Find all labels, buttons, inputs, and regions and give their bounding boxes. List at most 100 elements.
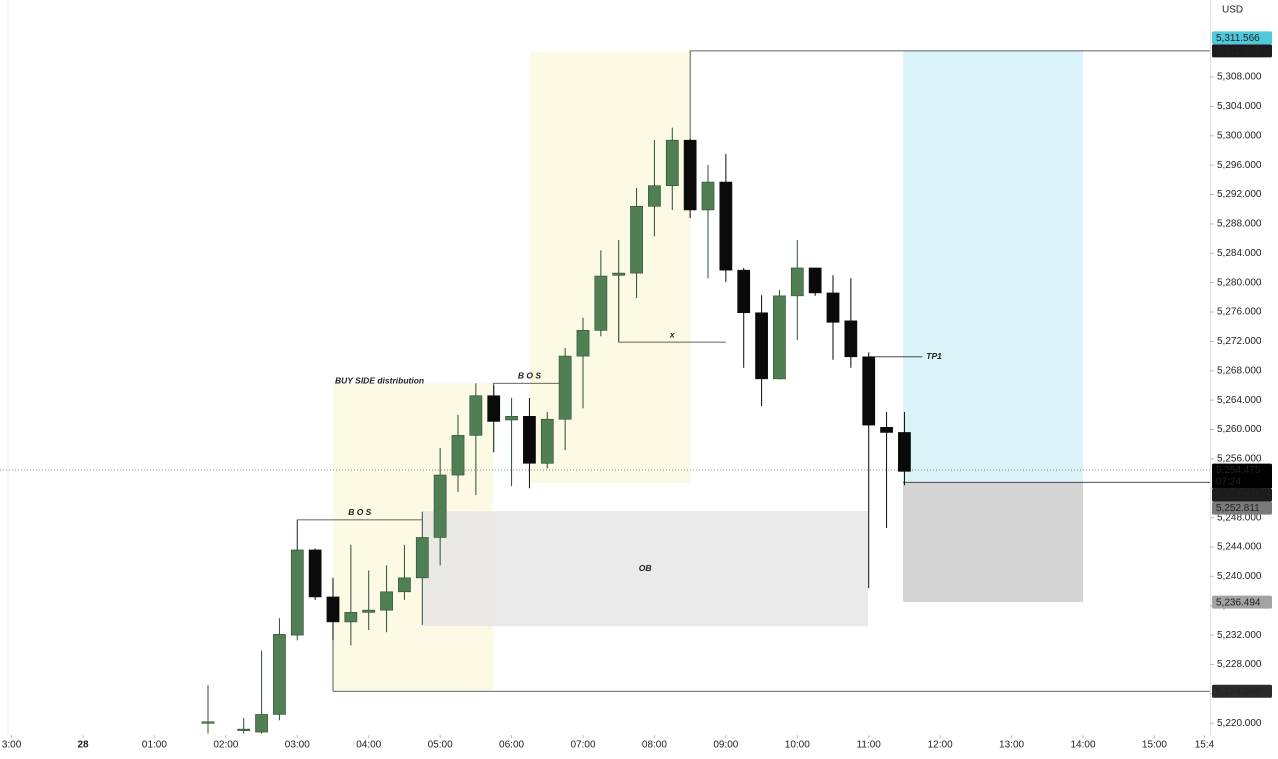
x-tick-label: 11:00: [857, 740, 882, 751]
candle-body: [880, 427, 893, 433]
candle-body: [505, 415, 518, 421]
candle-body: [380, 591, 393, 611]
zone: [903, 482, 1083, 603]
candle-body: [898, 432, 911, 472]
zone: [530, 52, 691, 484]
x-tick-label: 13:00: [999, 740, 1024, 751]
y-tick-label: 5,244.000: [1217, 542, 1262, 553]
x-tick-label: 01:00: [142, 740, 167, 751]
y-tick-label: 5,272.000: [1217, 336, 1262, 347]
zone: [422, 511, 868, 627]
candle-body: [630, 205, 643, 274]
candle-body: [540, 418, 554, 464]
price-label-bg: [1212, 595, 1272, 609]
y-tick-label: 5,280.000: [1217, 277, 1262, 288]
y-tick-label: 5,308.000: [1217, 72, 1262, 83]
y-tick-label: 5,264.000: [1217, 395, 1262, 406]
candle-body: [469, 395, 483, 436]
x-tick-label: 28: [77, 740, 89, 751]
candle-body: [273, 634, 286, 715]
candle-body: [594, 275, 608, 331]
candle-body: [326, 596, 340, 623]
price-label: 5,224.358: [1216, 686, 1261, 697]
candle-body: [523, 415, 536, 464]
candle-body: [290, 549, 304, 636]
candle-body: [755, 312, 768, 380]
candle-body: [433, 474, 447, 538]
x-tick-label: 12:00: [928, 740, 953, 751]
line-label: B O S: [348, 507, 371, 517]
candle-body: [790, 267, 804, 297]
y-tick-label: 5,248.000: [1217, 512, 1262, 523]
price-label: 5,311.563: [1216, 46, 1260, 57]
axes: 5,220.0005,224.0005,228.0005,232.0005,23…: [2, 31, 1272, 751]
price-label-bg: [1212, 501, 1272, 515]
y-tick-label: 5,304.000: [1217, 101, 1262, 112]
y-tick-label: 5,284.000: [1217, 248, 1262, 259]
candle-body: [737, 269, 751, 314]
candle-body: [683, 139, 697, 211]
x-tick-label: 10:00: [785, 740, 810, 751]
candle-body: [237, 728, 251, 731]
price-label: 5,252.811: [1216, 490, 1260, 501]
candle-body: [308, 549, 322, 598]
line-label: TP1: [926, 351, 942, 361]
price-label-bg: [1212, 31, 1272, 45]
candle-body: [558, 355, 572, 420]
candle-body: [255, 714, 268, 733]
candle-body: [362, 609, 376, 613]
x-tick-label: 15:00: [1142, 740, 1167, 751]
y-tick-label: 5,220.000: [1217, 718, 1262, 729]
price-label-bg: [1212, 684, 1272, 698]
x-tick-label: 3:00: [2, 740, 22, 751]
x-tick-label: 08:00: [642, 740, 667, 751]
candle-body: [648, 185, 661, 207]
candle-body: [576, 330, 590, 357]
line-label: x: [669, 329, 676, 339]
x-tick-label: 07:00: [570, 740, 595, 751]
candle-body: [773, 295, 786, 380]
price-label: 5,311.566: [1216, 33, 1260, 44]
y-tick-label: 5,256.000: [1217, 454, 1262, 465]
candle-body: [612, 272, 626, 276]
y-tick-label: 5,228.000: [1217, 659, 1262, 670]
y-tick-label: 5,276.000: [1217, 307, 1262, 318]
line-label: B O S: [518, 371, 541, 381]
drawing-line: [689, 50, 1210, 141]
candle-body: [826, 292, 840, 323]
candle-body: [719, 181, 733, 271]
y-tick-label: 5,232.000: [1217, 630, 1262, 641]
candle-body: [665, 139, 679, 187]
y-tick-label: 5,300.000: [1217, 130, 1262, 141]
x-tick-label: 09:00: [713, 740, 738, 751]
candle-body: [844, 320, 858, 358]
x-tick-label: 03:00: [285, 740, 310, 751]
y-tick-label: 5,292.000: [1217, 189, 1262, 200]
candle-body: [451, 435, 465, 476]
candle-body: [415, 537, 429, 579]
candle-body: [487, 395, 501, 422]
candle-body: [201, 721, 215, 724]
y-tick-label: 5,288.000: [1217, 219, 1262, 230]
zone-label: OB: [639, 563, 652, 573]
price-label: 5,236.494: [1216, 597, 1261, 608]
currency: USD: [1222, 5, 1243, 16]
price-axis: [1210, 0, 1278, 759]
candle-body: [344, 612, 358, 623]
candle-body: [398, 577, 411, 593]
x-tick-label: 02:00: [213, 740, 238, 751]
zone-label: BUY SIDE distribution: [335, 376, 424, 386]
x-tick-label: 05:00: [428, 740, 453, 751]
y-tick-label: 5,260.000: [1217, 424, 1262, 435]
x-tick-label: 15:4: [1195, 740, 1215, 751]
candle-body: [808, 267, 822, 294]
x-tick-label: 06:00: [499, 740, 524, 751]
x-tick-label: 04:00: [356, 740, 381, 751]
price-label-bg: [1212, 463, 1272, 489]
candle-body: [862, 356, 876, 426]
y-tick-label: 5,296.000: [1217, 160, 1262, 171]
price-label-bg: [1212, 488, 1272, 502]
plot-area: BUY SIDE distribution OB B O S B O S x TP1: [0, 50, 1210, 734]
candle-body: [701, 181, 715, 211]
